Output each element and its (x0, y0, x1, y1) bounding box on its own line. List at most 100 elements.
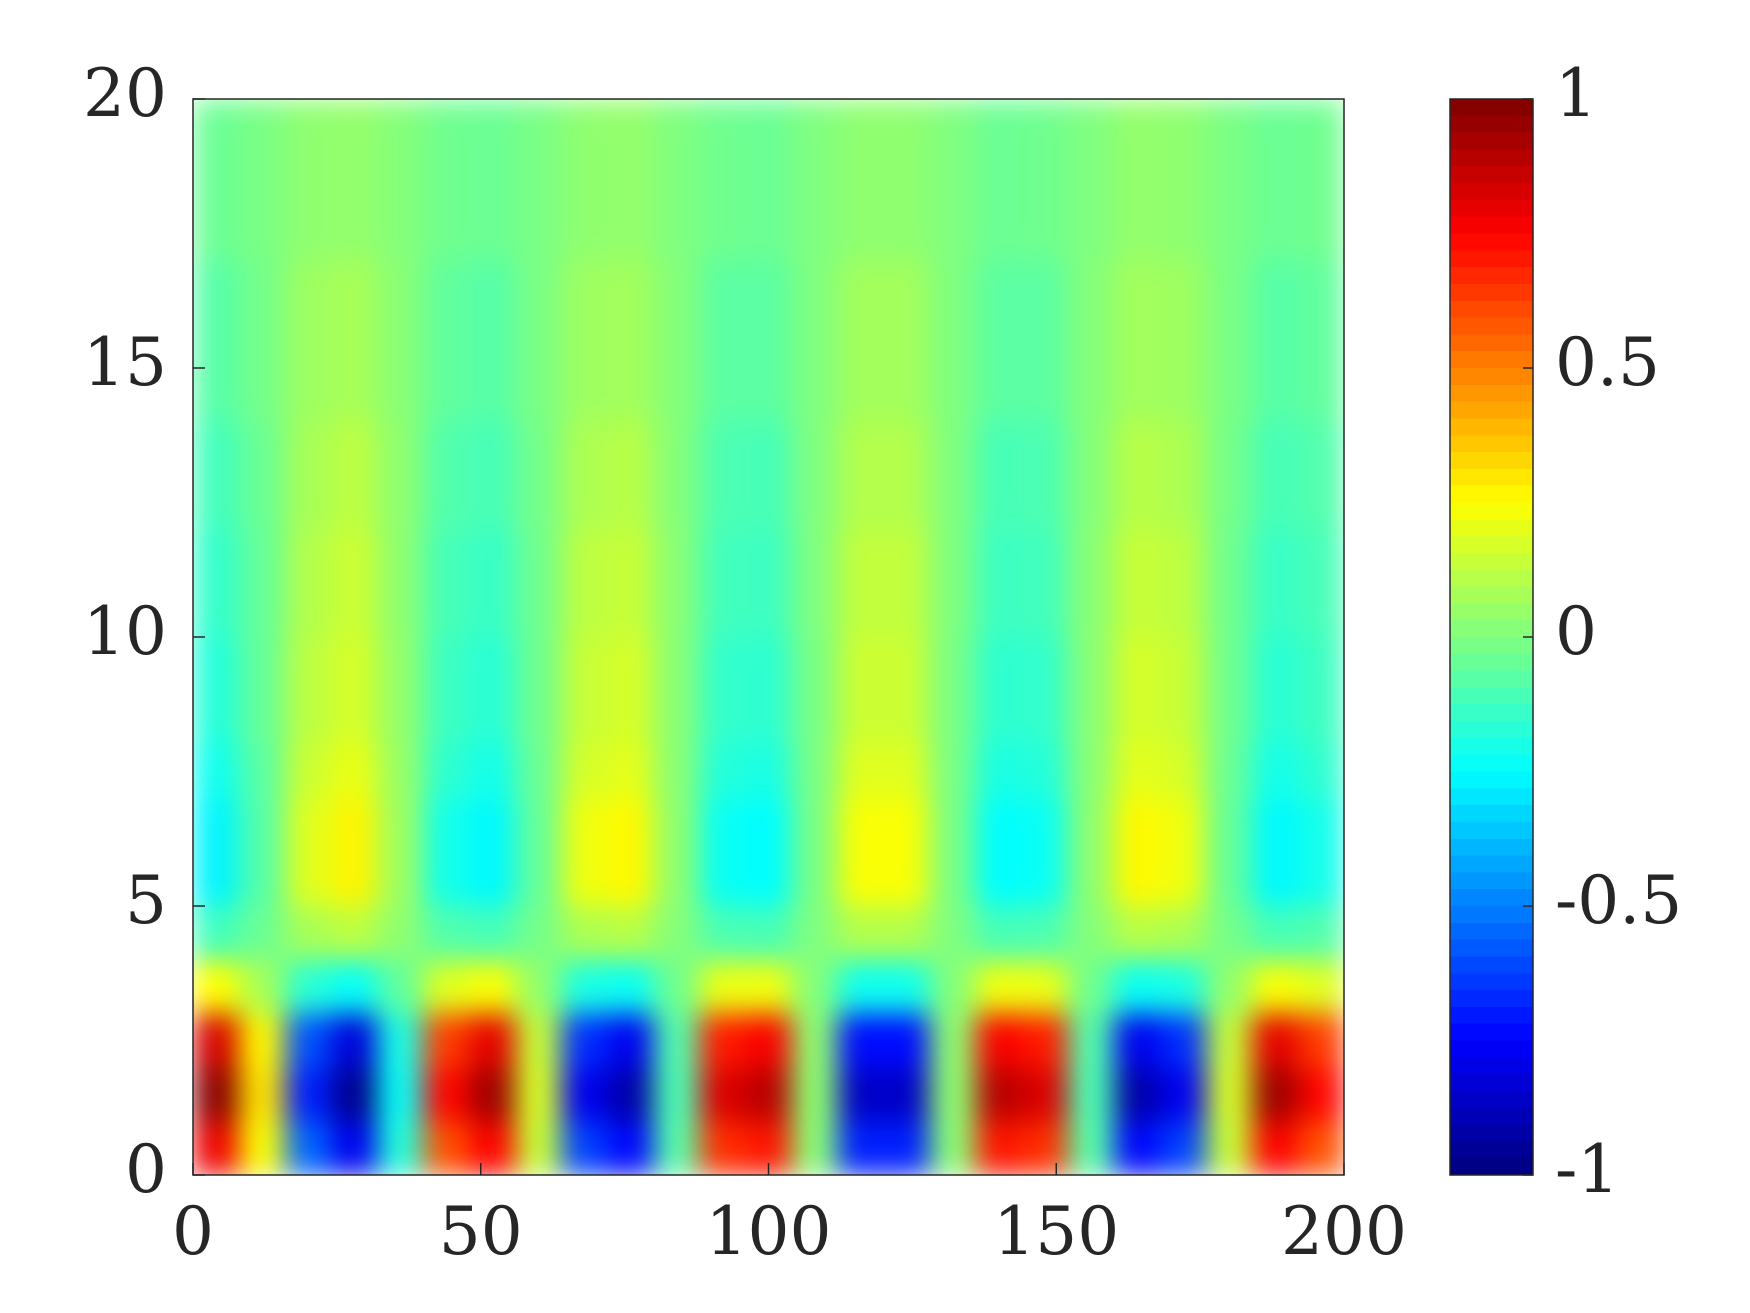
heatmap-cell (423, 260, 470, 423)
colorbar-tick-label: -1 (1555, 1131, 1619, 1208)
heatmap-cell (929, 744, 977, 799)
heatmap-cell (607, 421, 654, 530)
heatmap-cell (331, 959, 378, 1015)
heatmap-cell (1113, 852, 1161, 907)
heatmap-cell (699, 529, 746, 638)
heatmap-cell (469, 260, 516, 423)
heatmap-cell (285, 906, 332, 961)
heatmap-cell (699, 798, 746, 853)
heatmap-cell (331, 852, 378, 907)
heatmap-cell (515, 1121, 562, 1175)
heatmap-cell (1067, 637, 1115, 746)
heatmap-cell (515, 637, 562, 746)
heatmap-cell (929, 529, 977, 638)
heatmap-cell (1021, 421, 1069, 530)
heatmap-cell (883, 637, 931, 746)
heatmap-cell (1297, 421, 1344, 530)
heatmap-cell (1113, 637, 1161, 746)
heatmap-cell (1159, 260, 1207, 423)
heatmap-cell (791, 637, 839, 746)
heatmap-cell (653, 421, 700, 530)
heatmap-cell (469, 637, 516, 746)
heatmap-cell (377, 421, 424, 530)
y-tick-label: 20 (83, 55, 167, 132)
heatmap-cell (1021, 744, 1069, 799)
heatmap-cell (1067, 798, 1115, 853)
heatmap-cell (515, 906, 562, 961)
heatmap-cell (745, 744, 793, 799)
heatmap-cell (239, 744, 286, 799)
heatmap-cell (1067, 959, 1115, 1015)
heatmap-cell (883, 421, 931, 530)
heatmap-cell (1067, 529, 1115, 638)
heatmap-cell (929, 1067, 977, 1122)
heatmap-cell (607, 99, 654, 261)
heatmap-cell (1159, 1013, 1207, 1068)
x-tick-label: 150 (993, 1193, 1119, 1270)
heatmap-cell (837, 798, 885, 853)
heatmap-cell (975, 529, 1023, 638)
heatmap-cell (1067, 1013, 1115, 1068)
heatmap-cell (469, 1067, 516, 1122)
heatmap-cell (699, 744, 746, 799)
heatmap-cell (607, 529, 654, 638)
heatmap-cell (1159, 744, 1207, 799)
heatmap-cell (1113, 1121, 1161, 1175)
heatmap-cell (561, 1121, 608, 1175)
heatmap-cell (331, 637, 378, 746)
heatmap-cell (377, 852, 424, 907)
heatmap-cell (1159, 852, 1207, 907)
heatmap-cell (1067, 260, 1115, 423)
heatmap-cell (1251, 852, 1299, 907)
heatmap-cell (791, 959, 839, 1015)
heatmap-cell (975, 637, 1023, 746)
heatmap-cell (331, 906, 378, 961)
heatmap-cell (837, 959, 885, 1015)
heatmap-cell (791, 1121, 839, 1175)
heatmap-cell (745, 99, 793, 261)
heatmap-cell (1021, 1013, 1069, 1068)
heatmap-cell (883, 1013, 931, 1068)
heatmap-cell (1297, 1121, 1344, 1175)
heatmap-cell (193, 1013, 240, 1068)
colorbar-tick-label: 0.5 (1555, 324, 1660, 401)
heatmap-cell (837, 744, 885, 799)
heatmap-cell (1251, 99, 1299, 261)
heatmap-cell (1159, 421, 1207, 530)
heatmap-cell (1067, 1121, 1115, 1175)
heatmap-cell (883, 798, 931, 853)
heatmap-cell (239, 906, 286, 961)
heatmap-cell (469, 798, 516, 853)
heatmap-cell (1205, 959, 1253, 1015)
heatmap-cell (285, 260, 332, 423)
heatmap-cell (1205, 637, 1253, 746)
heatmap-cell (699, 260, 746, 423)
heatmap-cell (1067, 744, 1115, 799)
heatmap-cell (607, 1067, 654, 1122)
heatmap-cell (791, 99, 839, 261)
heatmap-cell (239, 637, 286, 746)
heatmap-cell (561, 1067, 608, 1122)
heatmap-cell (561, 959, 608, 1015)
heatmap-cell (193, 637, 240, 746)
heatmap-cell (1113, 744, 1161, 799)
heatmap-cell (1113, 1013, 1161, 1068)
heatmap-cell (883, 744, 931, 799)
heatmap-cell (285, 529, 332, 638)
heatmap-cell (791, 421, 839, 530)
heatmap-cell (883, 852, 931, 907)
heatmap-cell (653, 1067, 700, 1122)
heatmap-cell (1205, 1013, 1253, 1068)
heatmap-cell (653, 959, 700, 1015)
heatmap-cell (791, 529, 839, 638)
heatmap-cell (745, 852, 793, 907)
heatmap-cell (837, 1013, 885, 1068)
heatmap-cell (1297, 529, 1344, 638)
heatmap-cell (929, 637, 977, 746)
heatmap-cell (1113, 260, 1161, 423)
heatmap-cell (285, 798, 332, 853)
heatmap-cell (515, 959, 562, 1015)
heatmap-cell (193, 1067, 240, 1122)
heatmap-cell (1251, 1067, 1299, 1122)
